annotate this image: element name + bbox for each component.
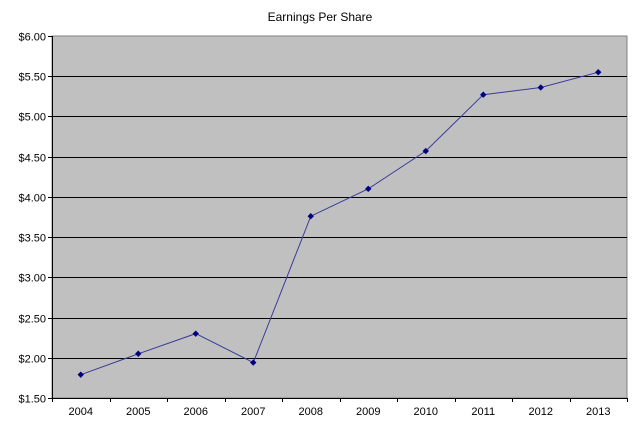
gridlines	[52, 76, 627, 359]
x-tick-label: 2011	[471, 406, 495, 418]
y-tick-label: $1.50	[18, 394, 46, 406]
y-tick-label: $2.50	[18, 314, 46, 326]
series-eps	[77, 69, 602, 378]
y-tick-label: $4.00	[18, 193, 46, 205]
y-tick-label: $5.50	[18, 72, 46, 84]
x-tick-label: 2008	[299, 406, 323, 418]
y-tick-label: $6.00	[18, 32, 46, 44]
data-point	[595, 69, 602, 76]
x-tick-label: 2004	[69, 406, 93, 418]
x-tick-label: 2005	[126, 406, 150, 418]
data-point	[422, 147, 429, 155]
y-tick-label: $4.50	[18, 153, 46, 165]
data-point	[365, 185, 372, 193]
data-point	[307, 212, 314, 220]
data-point	[135, 350, 142, 357]
y-tick-label: $3.00	[18, 273, 46, 285]
chart-title: Earnings Per Share	[268, 10, 373, 24]
x-tick-label: 2006	[184, 406, 208, 418]
y-tick-label: $3.50	[18, 233, 46, 245]
x-tick-label: 2009	[356, 406, 380, 418]
series-line	[80, 71, 599, 376]
x-tick-labels: 2004 2005 2006 2007 2008 2009 2010 2011 2012 2013	[52, 398, 628, 418]
x-tick-label: 2013	[586, 406, 610, 418]
data-point	[77, 371, 84, 378]
x-tick-label: 2007	[241, 406, 265, 418]
data-point	[480, 91, 487, 98]
plot-area	[51, 35, 628, 399]
data-point	[250, 359, 257, 366]
x-tick-label: 2012	[529, 406, 553, 418]
data-point	[537, 84, 544, 91]
x-tick-label: 2010	[414, 406, 438, 418]
data-point	[192, 330, 199, 337]
y-tick-labels: $1.50 $2.00 $2.50 $3.00 $3.50 $4.00 $4.50 $5.00…	[18, 32, 52, 406]
y-tick-label: $5.00	[18, 112, 46, 124]
y-tick-label: $2.00	[18, 354, 46, 366]
axes	[52, 36, 627, 399]
